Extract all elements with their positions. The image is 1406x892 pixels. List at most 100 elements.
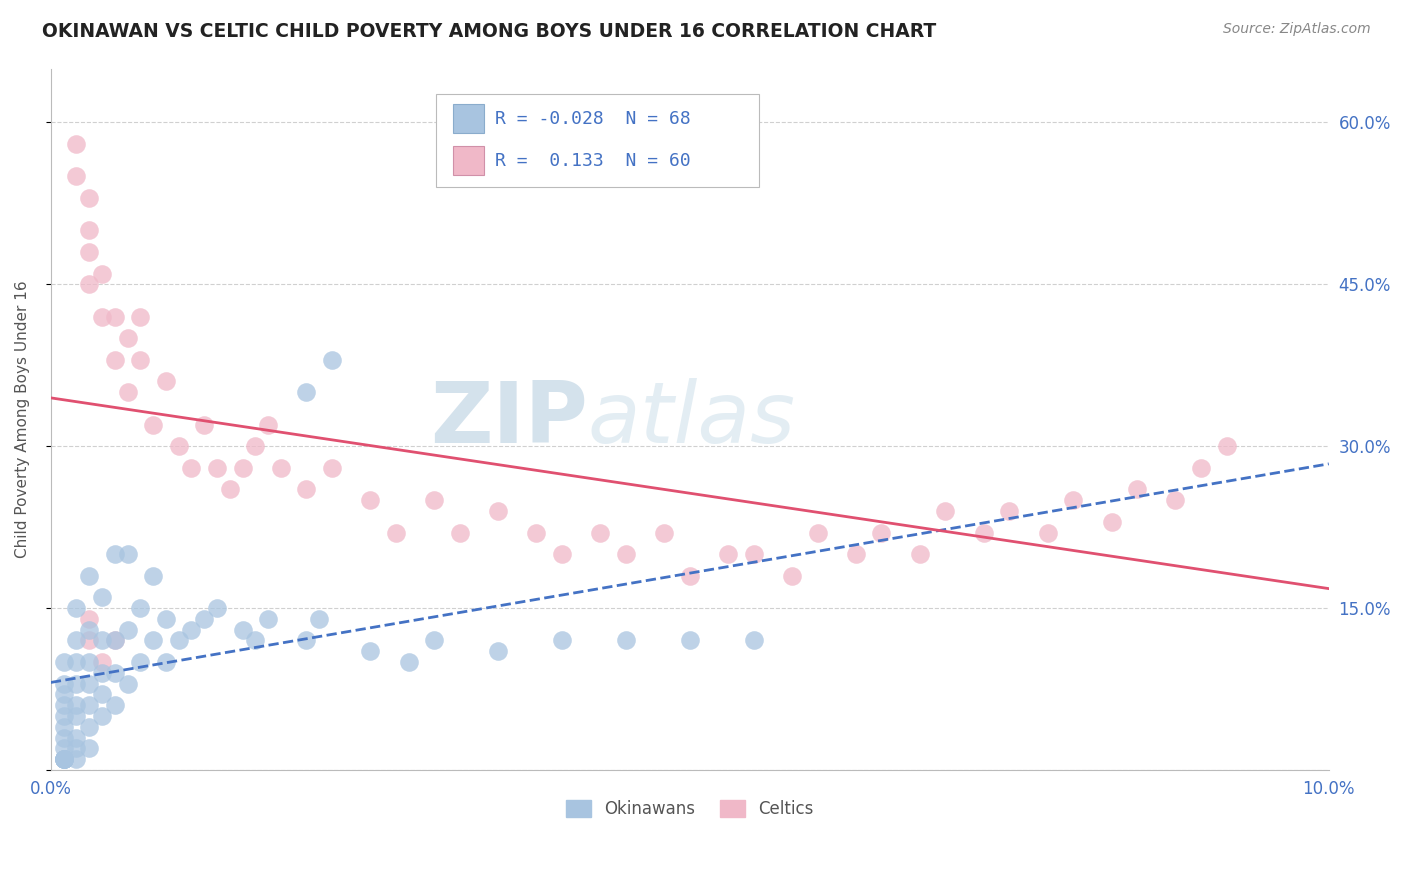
Point — [52, 752, 75, 766]
Text: OKINAWAN VS CELTIC CHILD POVERTY AMONG BOYS UNDER 16 CORRELATION CHART: OKINAWAN VS CELTIC CHILD POVERTY AMONG B… — [42, 22, 936, 41]
Point — [129, 352, 152, 367]
Point — [551, 547, 574, 561]
Point — [142, 568, 165, 582]
Point — [308, 612, 330, 626]
Point — [65, 698, 87, 713]
Point — [129, 655, 152, 669]
Point — [65, 633, 87, 648]
Text: ZIP: ZIP — [430, 377, 588, 461]
Point — [1062, 493, 1084, 508]
Point — [717, 547, 740, 561]
Legend: Okinawans, Celtics: Okinawans, Celtics — [560, 793, 821, 825]
Point — [52, 676, 75, 690]
Point — [77, 277, 100, 292]
Point — [65, 731, 87, 745]
Point — [77, 244, 100, 259]
Point — [245, 439, 267, 453]
Point — [321, 352, 343, 367]
Point — [218, 483, 240, 497]
Point — [193, 417, 215, 432]
Point — [104, 633, 127, 648]
Point — [52, 731, 75, 745]
Point — [52, 688, 75, 702]
Point — [359, 493, 381, 508]
Point — [117, 385, 139, 400]
Point — [934, 504, 956, 518]
Point — [486, 504, 509, 518]
Point — [155, 655, 177, 669]
Point — [155, 612, 177, 626]
Point — [155, 375, 177, 389]
Point — [91, 633, 114, 648]
Point — [52, 752, 75, 766]
Point — [104, 547, 127, 561]
Point — [257, 417, 280, 432]
Point — [91, 709, 114, 723]
Point — [180, 623, 202, 637]
Point — [870, 525, 893, 540]
Point — [52, 752, 75, 766]
Point — [614, 547, 637, 561]
Point — [908, 547, 931, 561]
Point — [679, 633, 702, 648]
Point — [449, 525, 471, 540]
Point — [231, 460, 253, 475]
Point — [142, 417, 165, 432]
Point — [65, 601, 87, 615]
Point — [77, 623, 100, 637]
Point — [77, 655, 100, 669]
Point — [77, 191, 100, 205]
Point — [91, 665, 114, 680]
Point — [321, 460, 343, 475]
Point — [295, 385, 318, 400]
Point — [117, 547, 139, 561]
Point — [77, 223, 100, 237]
Point — [104, 352, 127, 367]
Point — [52, 752, 75, 766]
Point — [1215, 439, 1237, 453]
Point — [167, 633, 190, 648]
Point — [742, 547, 765, 561]
Point — [167, 439, 190, 453]
Point — [77, 612, 100, 626]
Point — [52, 741, 75, 756]
Point — [104, 633, 127, 648]
Point — [65, 655, 87, 669]
Y-axis label: Child Poverty Among Boys Under 16: Child Poverty Among Boys Under 16 — [15, 280, 30, 558]
Point — [526, 525, 548, 540]
Point — [193, 612, 215, 626]
Point — [91, 688, 114, 702]
Point — [423, 493, 446, 508]
Point — [104, 310, 127, 324]
Point — [270, 460, 292, 475]
Point — [742, 633, 765, 648]
Point — [807, 525, 830, 540]
Point — [104, 698, 127, 713]
Point — [614, 633, 637, 648]
Point — [1164, 493, 1187, 508]
Point — [52, 752, 75, 766]
Point — [77, 633, 100, 648]
Point — [486, 644, 509, 658]
Point — [91, 310, 114, 324]
Point — [205, 460, 228, 475]
Point — [1126, 483, 1149, 497]
Point — [359, 644, 381, 658]
Point — [551, 633, 574, 648]
Point — [91, 267, 114, 281]
Point — [589, 525, 612, 540]
Point — [398, 655, 420, 669]
Point — [1036, 525, 1059, 540]
Point — [117, 331, 139, 345]
Point — [52, 698, 75, 713]
Point — [117, 676, 139, 690]
Point — [780, 568, 803, 582]
Point — [205, 601, 228, 615]
Point — [91, 591, 114, 605]
Point — [973, 525, 995, 540]
Point — [117, 623, 139, 637]
Point — [77, 741, 100, 756]
Point — [129, 601, 152, 615]
Point — [385, 525, 408, 540]
Text: R =  0.133  N = 60: R = 0.133 N = 60 — [495, 152, 690, 169]
